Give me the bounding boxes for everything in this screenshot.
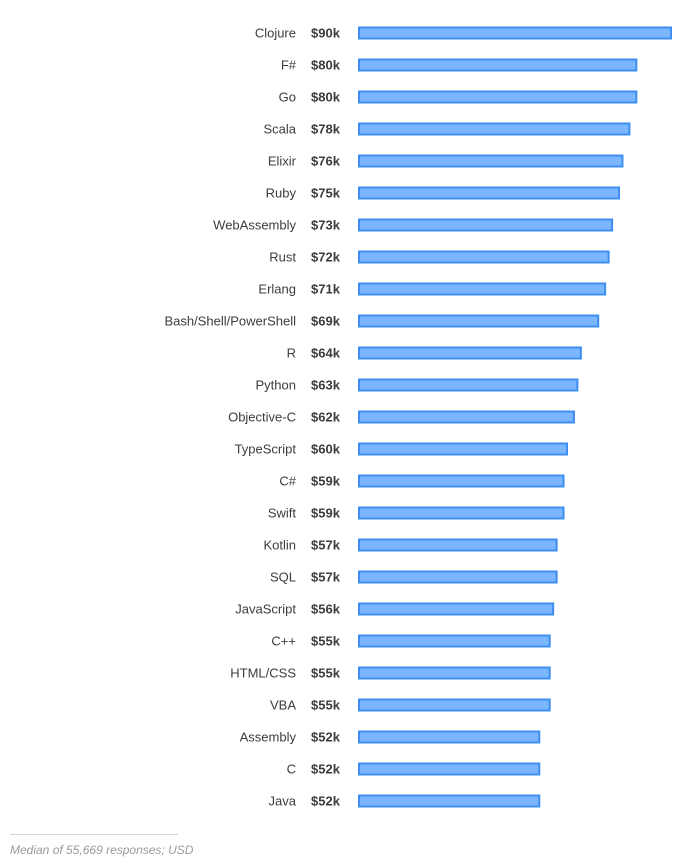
category-label: Python <box>256 378 296 393</box>
value-label: $57k <box>311 570 341 585</box>
bar-chart: Clojure F# Go Scala Elixir Ruby WebAssembly Rus… <box>164 26 672 809</box>
bar <box>358 58 638 72</box>
value-label: $59k <box>311 474 341 489</box>
bar <box>358 570 558 584</box>
category-label: Swift <box>268 506 297 521</box>
value-label: $55k <box>311 698 341 713</box>
category-label: C# <box>279 474 296 489</box>
value-label: $80k <box>311 90 341 105</box>
value-labels: $90k $80k $80k $78k $76k $75k $73k $72k $71k $69k… <box>311 26 341 809</box>
value-label: $59k <box>311 506 341 521</box>
category-label: Elixir <box>268 154 297 169</box>
category-label: VBA <box>270 698 296 713</box>
bar <box>358 794 541 808</box>
bar <box>358 666 551 680</box>
bar <box>358 634 551 648</box>
category-label: C <box>287 762 296 777</box>
bar <box>358 26 672 40</box>
category-labels: Clojure F# Go Scala Elixir Ruby WebAssembly Rus… <box>164 26 296 809</box>
bar <box>358 538 558 552</box>
bar <box>358 378 579 392</box>
footnote: Median of 55,669 responses; USD <box>10 843 194 857</box>
value-label: $60k <box>311 442 341 457</box>
value-label: $56k <box>311 602 341 617</box>
category-label: Ruby <box>266 186 297 201</box>
bar <box>358 250 610 264</box>
category-label: WebAssembly <box>213 218 296 233</box>
value-label: $52k <box>311 730 341 745</box>
footnote-divider <box>10 834 178 835</box>
category-label: F# <box>281 58 297 73</box>
value-label: $76k <box>311 154 341 169</box>
bar <box>358 602 555 616</box>
category-label: Bash/Shell/PowerShell <box>164 314 296 329</box>
bar <box>358 698 551 712</box>
category-label: SQL <box>270 570 296 585</box>
bar <box>358 442 568 456</box>
category-label: JavaScript <box>235 602 296 617</box>
value-label: $75k <box>311 186 341 201</box>
bar <box>358 154 624 168</box>
bar <box>358 730 541 744</box>
category-label: Erlang <box>258 282 296 297</box>
value-label: $55k <box>311 634 341 649</box>
value-label: $63k <box>311 378 341 393</box>
bar <box>358 314 600 328</box>
category-label: Clojure <box>255 26 296 41</box>
value-label: $80k <box>311 58 341 73</box>
bar <box>358 186 620 200</box>
value-label: $90k <box>311 26 341 41</box>
value-label: $73k <box>311 218 341 233</box>
bar <box>358 346 582 360</box>
category-label: Assembly <box>240 730 297 745</box>
value-label: $72k <box>311 250 341 265</box>
bars <box>358 26 672 808</box>
bar <box>358 218 614 232</box>
value-label: $62k <box>311 410 341 425</box>
value-label: $57k <box>311 538 341 553</box>
value-label: $52k <box>311 794 341 809</box>
category-label: HTML/CSS <box>230 666 296 681</box>
value-label: $52k <box>311 762 341 777</box>
category-label: Rust <box>269 250 296 265</box>
category-label: Kotlin <box>263 538 296 553</box>
category-label: Objective-C <box>228 410 296 425</box>
bar <box>358 762 541 776</box>
category-label: C++ <box>271 634 296 649</box>
category-label: Go <box>279 90 296 105</box>
category-label: Scala <box>263 122 296 137</box>
bar <box>358 474 565 488</box>
category-label: R <box>287 346 296 361</box>
bar <box>358 410 575 424</box>
category-label: Java <box>269 794 297 809</box>
bar <box>358 90 638 104</box>
value-label: $55k <box>311 666 341 681</box>
category-label: TypeScript <box>235 442 297 457</box>
bar <box>358 122 631 136</box>
value-label: $71k <box>311 282 341 297</box>
value-label: $78k <box>311 122 341 137</box>
value-label: $64k <box>311 346 341 361</box>
bar <box>358 506 565 520</box>
bar <box>358 282 607 296</box>
value-label: $69k <box>311 314 341 329</box>
